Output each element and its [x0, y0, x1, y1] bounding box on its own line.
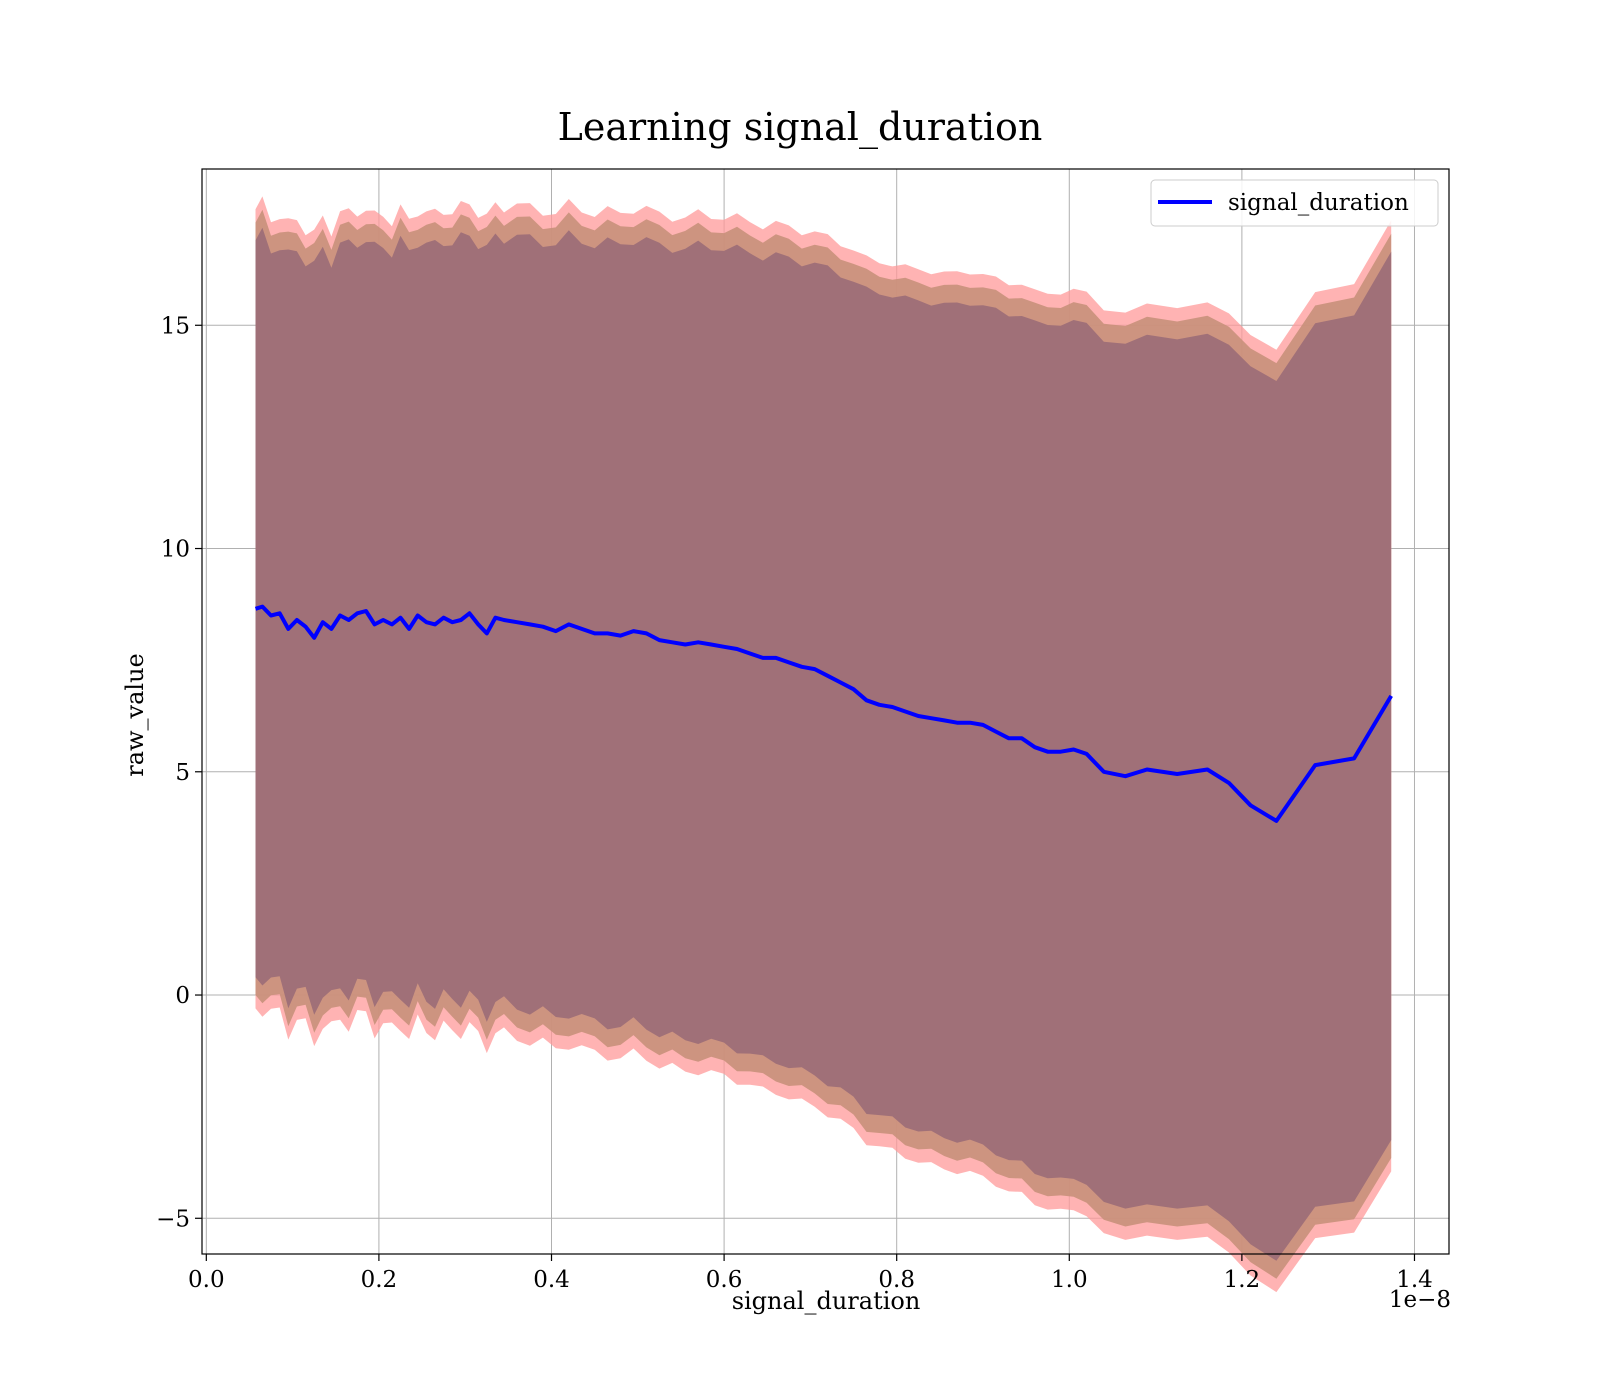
y-axis-ticks: −5 0 5 10 15 [156, 313, 202, 1232]
x-tick-label: 1.0 [1051, 1267, 1088, 1293]
x-axis-ticks: 0.0 0.2 0.4 0.6 0.8 1.0 1.2 1.4 [188, 1254, 1433, 1293]
y-tick-label: 5 [175, 760, 190, 786]
plot-frame [201, 168, 1450, 1255]
confidence-band-inner [255, 227, 1392, 1261]
legend-box [1150, 179, 1439, 227]
y-tick-label: −5 [156, 1206, 190, 1232]
x-tick-label: 0.4 [533, 1267, 570, 1293]
y-tick-label: 0 [175, 983, 190, 1009]
x-tick-label: 1.4 [1396, 1267, 1433, 1293]
legend-entry-label: signal_duration [1228, 190, 1409, 216]
chart-title: Learning signal_duration [558, 105, 1043, 150]
series-line-signal-duration [254, 604, 1393, 823]
x-tick-label: 1.2 [1224, 1267, 1261, 1293]
x-tick-label: 0.0 [188, 1267, 225, 1293]
x-tick-label: 0.8 [878, 1267, 915, 1293]
plot-area [201, 168, 1450, 1293]
x-axis-offset-label: 1e−8 [1389, 1287, 1451, 1313]
x-tick-label: 0.6 [706, 1267, 743, 1293]
legend: signal_duration [1150, 179, 1439, 227]
y-axis-label: raw_value [121, 653, 149, 777]
x-axis-label: signal_duration [732, 1287, 921, 1315]
x-tick-label: 0.2 [361, 1267, 398, 1293]
y-tick-label: 10 [161, 537, 190, 563]
y-tick-label: 15 [161, 313, 190, 339]
